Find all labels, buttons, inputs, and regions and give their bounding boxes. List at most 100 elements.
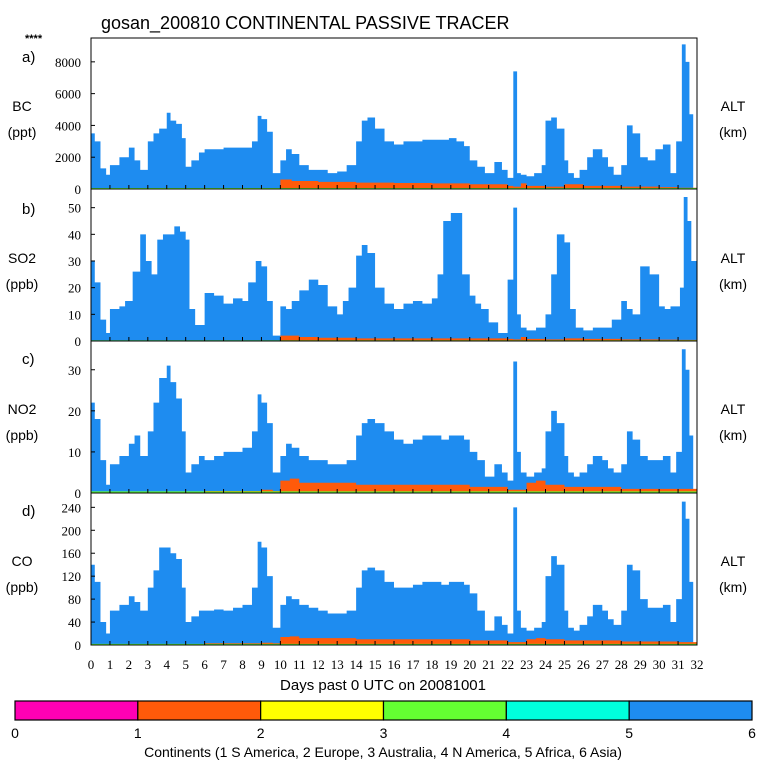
- colorbar-swatch: [505, 700, 630, 721]
- y-tick-label: 2000: [55, 150, 81, 165]
- x-tick-label: 12: [312, 657, 325, 672]
- y-axis-label: (ppb): [6, 276, 39, 292]
- y-tick-label: 4000: [55, 118, 81, 133]
- panel-a: 0 2000 4000 6000 8000 a) BC (ppt) ALT (km): [8, 37, 747, 197]
- panel-letter: b): [22, 201, 35, 218]
- x-tick-label: 2: [126, 657, 133, 672]
- x-tick-label: 4: [164, 657, 171, 672]
- y-tick-label: 10: [68, 445, 81, 460]
- y-tick-label: 10: [68, 307, 81, 322]
- colorbar-tick-label: 1: [134, 725, 142, 741]
- panel-b: 0 10 20 30 40 50 b) SO2 (ppb) ALT (km): [6, 188, 747, 349]
- x-tick-label: 5: [182, 657, 189, 672]
- x-tick-label: 20: [463, 657, 476, 672]
- right-axis-label: ALT: [721, 250, 746, 266]
- y-tick-label: 20: [68, 404, 81, 419]
- x-tick-label: 32: [691, 657, 704, 672]
- x-tick-label: 7: [220, 657, 227, 672]
- colorbar-tick-label: 2: [257, 725, 265, 741]
- colorbar-swatch: [382, 700, 507, 721]
- y-tick-label: 50: [68, 201, 81, 216]
- right-axis-label: (km): [719, 579, 747, 595]
- x-tick-label: 29: [634, 657, 647, 672]
- x-tick-label: 6: [201, 657, 208, 672]
- x-tick-label: 25: [558, 657, 571, 672]
- y-axis-label: (ppb): [6, 427, 39, 443]
- corner-mark: ****: [25, 33, 43, 45]
- x-tick-label: 17: [406, 657, 420, 672]
- y-tick-label: 40: [68, 615, 81, 630]
- x-tick-label: 0: [88, 657, 95, 672]
- colorbar-swatch: [628, 700, 753, 721]
- y-tick-label: 80: [68, 592, 81, 607]
- chart-title: gosan_200810 CONTINENTAL PASSIVE TRACER: [101, 13, 510, 34]
- x-axis-ticks: 0 1 2 3 4 5 6 7 8 9 10 11 12 13 14 15 16 17 18 19 20 21 22 23 24…: [88, 657, 704, 672]
- x-tick-label: 22: [501, 657, 514, 672]
- y-axis-label: NO2: [8, 401, 37, 417]
- panel-letter: c): [22, 351, 35, 368]
- x-tick-label: 18: [425, 657, 438, 672]
- series-area-1: [91, 501, 697, 645]
- right-axis-label: ALT: [721, 98, 746, 114]
- y-tick-label: 0: [75, 638, 82, 653]
- y-tick-label: 160: [62, 546, 82, 561]
- x-tick-label: 9: [258, 657, 265, 672]
- y-axis-label: SO2: [8, 250, 36, 266]
- right-axis-label: (km): [719, 276, 747, 292]
- x-tick-label: 30: [653, 657, 666, 672]
- y-tick-label: 200: [62, 523, 82, 538]
- x-tick-label: 21: [482, 657, 495, 672]
- y-axis-label: CO: [12, 553, 33, 569]
- y-tick-label: 0: [75, 182, 82, 197]
- colorbar-swatch: [260, 700, 385, 721]
- colorbar: 0 1 2 3 4 5 6: [11, 700, 756, 741]
- x-tick-label: 28: [615, 657, 628, 672]
- x-tick-label: 14: [350, 657, 364, 672]
- panel-letter: a): [22, 49, 35, 66]
- y-tick-label: 0: [75, 334, 82, 349]
- colorbar-tick-label: 5: [625, 725, 633, 741]
- right-axis-label: ALT: [721, 401, 746, 417]
- x-tick-label: 19: [444, 657, 457, 672]
- series-area-1: [91, 197, 697, 341]
- x-tick-label: 24: [539, 657, 553, 672]
- x-tick-label: 3: [145, 657, 152, 672]
- series-area-1: [91, 349, 697, 493]
- colorbar-swatch: [14, 700, 139, 721]
- x-tick-label: 27: [596, 657, 610, 672]
- panel-c: 0 10 20 30 c) NO2 (ppb) ALT (km): [6, 340, 747, 501]
- x-tick-label: 13: [331, 657, 344, 672]
- y-tick-label: 8000: [55, 55, 81, 70]
- y-tick-label: 30: [68, 254, 81, 269]
- colorbar-tick-label: 3: [380, 725, 388, 741]
- x-tick-label: 10: [274, 657, 287, 672]
- x-tick-label: 1: [107, 657, 114, 672]
- y-axis-label: (ppb): [6, 579, 39, 595]
- right-axis-label: (km): [719, 124, 747, 140]
- colorbar-tick-label: 6: [748, 725, 756, 741]
- y-tick-label: 6000: [55, 87, 81, 102]
- series-area-1: [91, 44, 697, 189]
- x-tick-label: 11: [293, 657, 306, 672]
- right-axis-label: (km): [719, 427, 747, 443]
- colorbar-tick-label: 0: [11, 725, 19, 741]
- y-axis-label: BC: [12, 98, 31, 114]
- x-tick-label: 15: [369, 657, 382, 672]
- right-axis-label: ALT: [721, 553, 746, 569]
- x-tick-label: 31: [672, 657, 685, 672]
- x-tick-label: 16: [388, 657, 402, 672]
- y-axis-label: (ppt): [8, 124, 37, 140]
- colorbar-tick-label: 4: [502, 725, 510, 741]
- panel-letter: d): [22, 503, 35, 520]
- x-tick-label: 8: [239, 657, 246, 672]
- x-tick-label: 23: [520, 657, 533, 672]
- y-tick-label: 240: [62, 500, 82, 515]
- y-tick-label: 30: [68, 363, 81, 378]
- y-tick-label: 0: [75, 486, 82, 501]
- y-tick-label: 40: [68, 227, 81, 242]
- y-tick-label: 20: [68, 281, 81, 296]
- x-axis-label: Days past 0 UTC on 20081001: [280, 677, 486, 694]
- colorbar-label: Continents (1 S America, 2 Europe, 3 Aus…: [144, 744, 622, 760]
- y-tick-label: 120: [62, 569, 82, 584]
